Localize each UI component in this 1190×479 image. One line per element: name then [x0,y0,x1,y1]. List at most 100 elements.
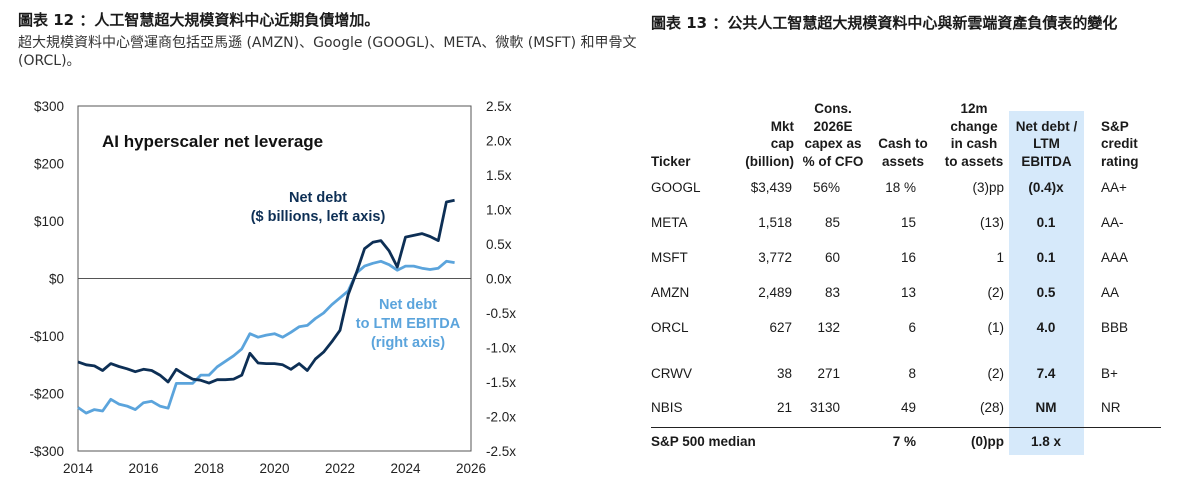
right-axis-tick-label: -1.5x [486,375,516,390]
net-debt-ebitda-highlight [1009,111,1084,455]
x-axis-tick-label: 2026 [456,461,486,476]
table-cell: 132 [817,320,840,335]
leverage-annotation: (right axis) [371,335,445,351]
table-cell: 18 % [885,180,916,195]
table-cell: 1 [996,250,1004,265]
net-leverage-chart: $300 $200 $100 $0 -$100 -$200 -$300 2.5x 2.0x 1.… [29,99,516,476]
table-cell: 2,489 [758,285,792,300]
right-axis-tick-label: 2.5x [486,99,512,114]
table-cell: (2) [987,366,1005,381]
table-cell: (28) [979,400,1004,415]
table-header-line: 12m [960,101,988,116]
table-cell: 15 [900,215,916,230]
median-change: (0)pp [971,434,1004,449]
table-cell: (0.4)x [1028,180,1064,195]
leverage-annotation: Net debt [379,297,437,313]
table-header-line: Mkt [770,118,794,134]
table-header: 12m change in cash to assets [940,96,1008,170]
table-header-line: in cash [950,136,998,151]
median-label: S&P 500 median [651,434,756,449]
table-cell: (3)pp [972,180,1004,195]
table-cell: ORCL [651,320,689,335]
table-cell: 16 [900,250,916,265]
right-axis-tick-label: 2.0x [486,134,512,149]
table-header-line: EBITDA [1021,153,1072,169]
table-cell: 13 [900,285,916,300]
table-cell: 83 [824,285,840,300]
table-cell: 0.1 [1036,250,1056,265]
x-axis-tick-label: 2020 [259,461,289,476]
table-cell: 271 [817,366,840,381]
table-header-line: assets [881,153,925,169]
table-header: Cons. 2026E capex as % of CFO [796,96,870,170]
table-cell: 4.0 [1036,320,1056,335]
table-cell: AAA [1101,250,1129,265]
right-axis-tick-label: 0.0x [486,272,512,287]
leverage-annotation: to LTM EBITDA [356,316,461,332]
table-cell: 21 [776,400,792,415]
series-line-net-debt [77,198,455,385]
table-cell: 0.5 [1036,285,1056,300]
table-cell: 8 [908,366,916,381]
table-cell: 85 [824,215,840,230]
right-axis-tick-label: -0.5x [486,306,516,321]
table-cell: AMZN [651,285,690,300]
table-header-line: Net debt / [1015,118,1078,134]
table-cell: NBIS [651,400,683,415]
table-cell: 0.1 [1036,215,1056,230]
left-axis-tick-label: -$300 [29,444,64,459]
left-axis-tick-label: -$200 [29,387,64,402]
table-cell: NR [1101,400,1121,415]
table-header: Ticker [651,96,711,170]
table-header: Cash to assets [872,96,934,170]
table-cell: NM [1035,400,1057,415]
table-row: GOOGL $3,439 56% 18 % (3)pp (0.4)x AA+ [651,180,1161,200]
table-cell: META [651,215,688,230]
table-header-line: % of CFO [802,153,864,169]
table-header-line: (billion) [745,153,794,169]
table-header-line: change [950,118,998,134]
table-header-line: 2026E [813,118,853,134]
table-header-line: Cash to [878,136,928,151]
table-header-line: cap [770,136,794,151]
table-header-line: capex as [804,136,862,151]
table-cell: 56% [812,180,840,195]
table-cell: (1) [987,320,1005,335]
net-debt-annotation: ($ billions, left axis) [251,209,386,225]
left-axis-tick-label: $200 [34,157,64,172]
table-cell: $3,439 [750,180,792,195]
table-cell: AA [1101,285,1120,300]
right-axis-tick-label: -2.0x [486,410,516,425]
table-cell: GOOGL [651,180,701,195]
right-figure-title: 圖表 13 ：公共人工智慧超大規模資料中心與新雲端資產負債表的變化 [651,14,1118,32]
table-cell: AA+ [1101,180,1127,195]
table-header: S&P credit rating [1101,96,1151,170]
table-header-line: credit [1101,136,1138,151]
chart-title: AI hyperscaler net leverage [102,132,323,151]
table-cell: CRWV [651,366,693,381]
x-axis-tick-label: 2018 [194,461,224,476]
table-header-line: LTM [1033,136,1060,151]
table-row: META 1,518 85 15 (13) 0.1 AA- [651,215,1161,235]
table-cell: 60 [824,250,840,265]
right-axis-tick-label: 0.5x [486,237,512,252]
right-axis-tick-label: 1.5x [486,168,512,183]
right-axis-tick-label: 1.0x [486,203,512,218]
table-row: NBIS 21 3130 49 (28) NM NR [651,400,1161,420]
right-axis-tick-label: -2.5x [486,444,516,459]
table-cell: B+ [1101,366,1118,381]
median-cash: 7 % [892,434,916,449]
table-header-line: to assets [944,153,1004,169]
x-axis-tick-label: 2016 [128,461,158,476]
table-cell: MSFT [651,250,688,265]
table-cell: 7.4 [1036,366,1056,381]
table-header-line: rating [1101,153,1139,169]
table-row: ORCL 627 132 6 (1) 4.0 BBB [651,320,1161,340]
series-line-leverage [77,259,455,415]
net-debt-annotation: Net debt [289,190,347,206]
table-cell: 38 [776,366,792,381]
table-header: Mkt cap (billion) [732,96,794,170]
table-cell: (2) [987,285,1005,300]
table-header-line: Cons. [814,101,852,116]
table-cell: (13) [979,215,1004,230]
